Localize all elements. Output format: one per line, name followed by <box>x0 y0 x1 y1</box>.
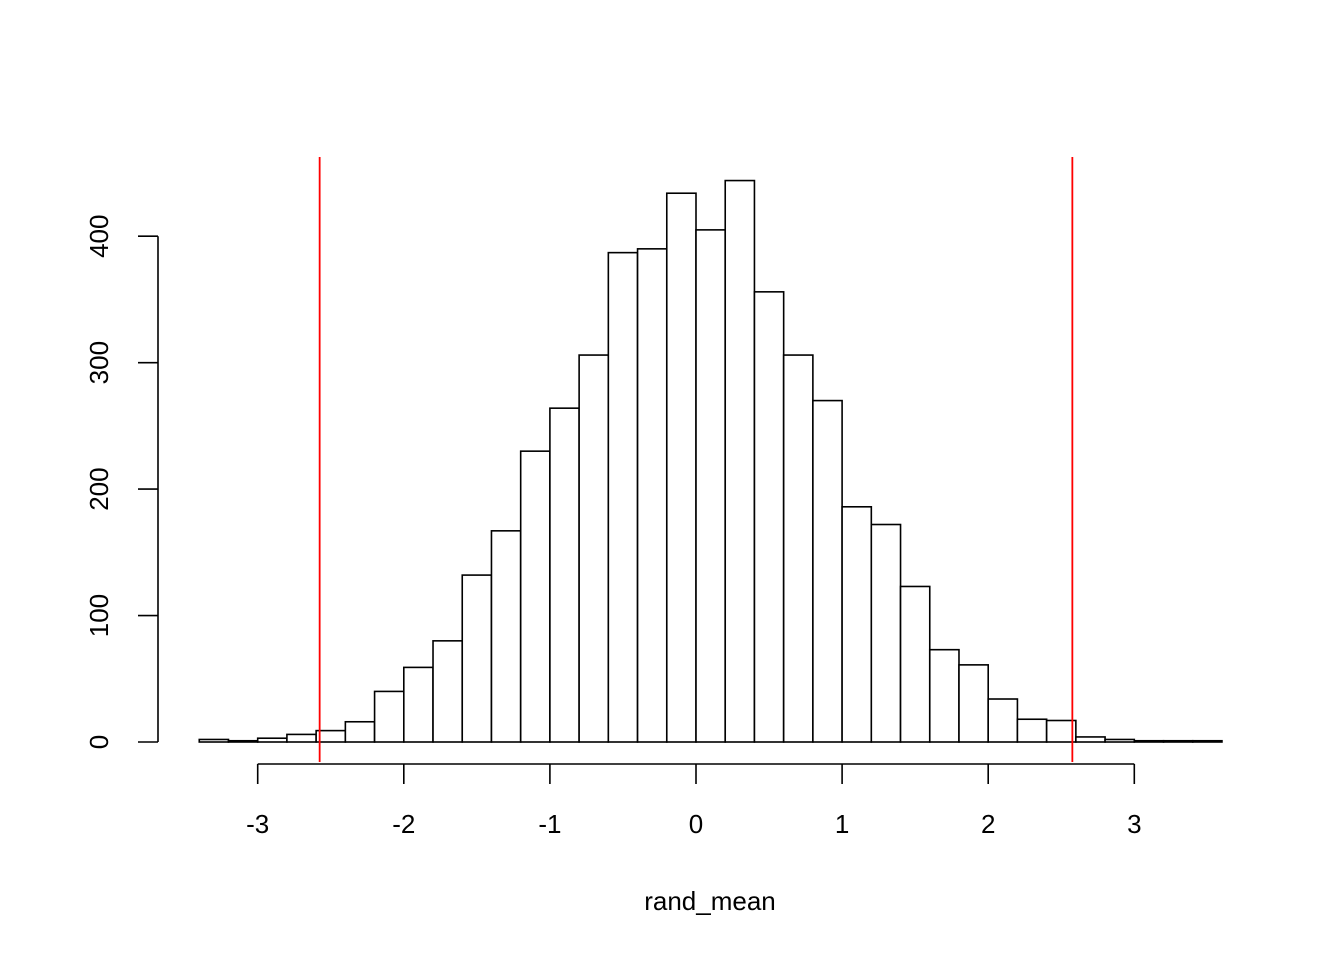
histogram-bar <box>724 179 756 743</box>
y-tick-label: 400 <box>84 215 114 258</box>
histogram-bar <box>958 664 989 743</box>
histogram-bar <box>461 574 493 743</box>
x-tick-label: 3 <box>1127 809 1141 839</box>
x-tick-label: -2 <box>392 809 415 839</box>
x-axis-title: rand_mean <box>644 886 776 916</box>
histogram-bar <box>899 585 931 743</box>
histogram-bar <box>432 640 464 743</box>
histogram-bar <box>782 354 814 743</box>
histogram-bar <box>519 450 551 743</box>
x-tick-label: 0 <box>689 809 703 839</box>
histogram-bar <box>490 530 522 743</box>
histogram-bar <box>256 737 288 743</box>
histogram-bar <box>578 354 610 743</box>
histogram-bar <box>841 505 873 743</box>
histogram-bar <box>549 407 580 743</box>
y-axis: 0 100 200 300 400 <box>84 215 159 749</box>
histogram-bar <box>695 229 727 743</box>
x-tick-label: 1 <box>835 809 849 839</box>
histogram-bar <box>987 698 1019 743</box>
histogram-bar <box>344 720 376 743</box>
histogram-bars <box>198 179 1223 743</box>
histogram-bar <box>753 291 785 743</box>
x-tick-label: -1 <box>538 809 561 839</box>
x-tick-label: -3 <box>246 809 269 839</box>
histogram-bar <box>812 399 843 743</box>
y-tick-label: 100 <box>84 594 114 637</box>
y-tick-label: 200 <box>84 467 114 510</box>
y-tick-label: 300 <box>84 341 114 384</box>
histogram-bar <box>1075 736 1106 743</box>
x-tick-label: 2 <box>981 809 995 839</box>
y-tick-label: 0 <box>84 735 114 749</box>
histogram-bar <box>198 738 230 743</box>
reference-lines <box>318 157 1074 762</box>
histogram-bar <box>402 666 434 743</box>
histogram-bar <box>636 248 668 743</box>
histogram-bar <box>1016 718 1048 743</box>
x-axis: -3 -2 -1 0 1 2 3 <box>246 763 1142 839</box>
histogram-bar <box>1045 719 1077 743</box>
histogram-bar <box>1191 739 1223 743</box>
histogram-bar <box>1104 738 1136 743</box>
histogram-bar <box>665 192 697 743</box>
histogram-bar <box>1162 739 1194 743</box>
histogram-bar <box>373 690 405 743</box>
histogram-bar <box>607 251 639 743</box>
histogram-bar <box>286 733 317 743</box>
histogram-bar <box>227 739 259 743</box>
histogram-bar <box>1133 739 1165 743</box>
histogram-bar <box>928 648 960 743</box>
histogram-bar <box>870 523 902 743</box>
